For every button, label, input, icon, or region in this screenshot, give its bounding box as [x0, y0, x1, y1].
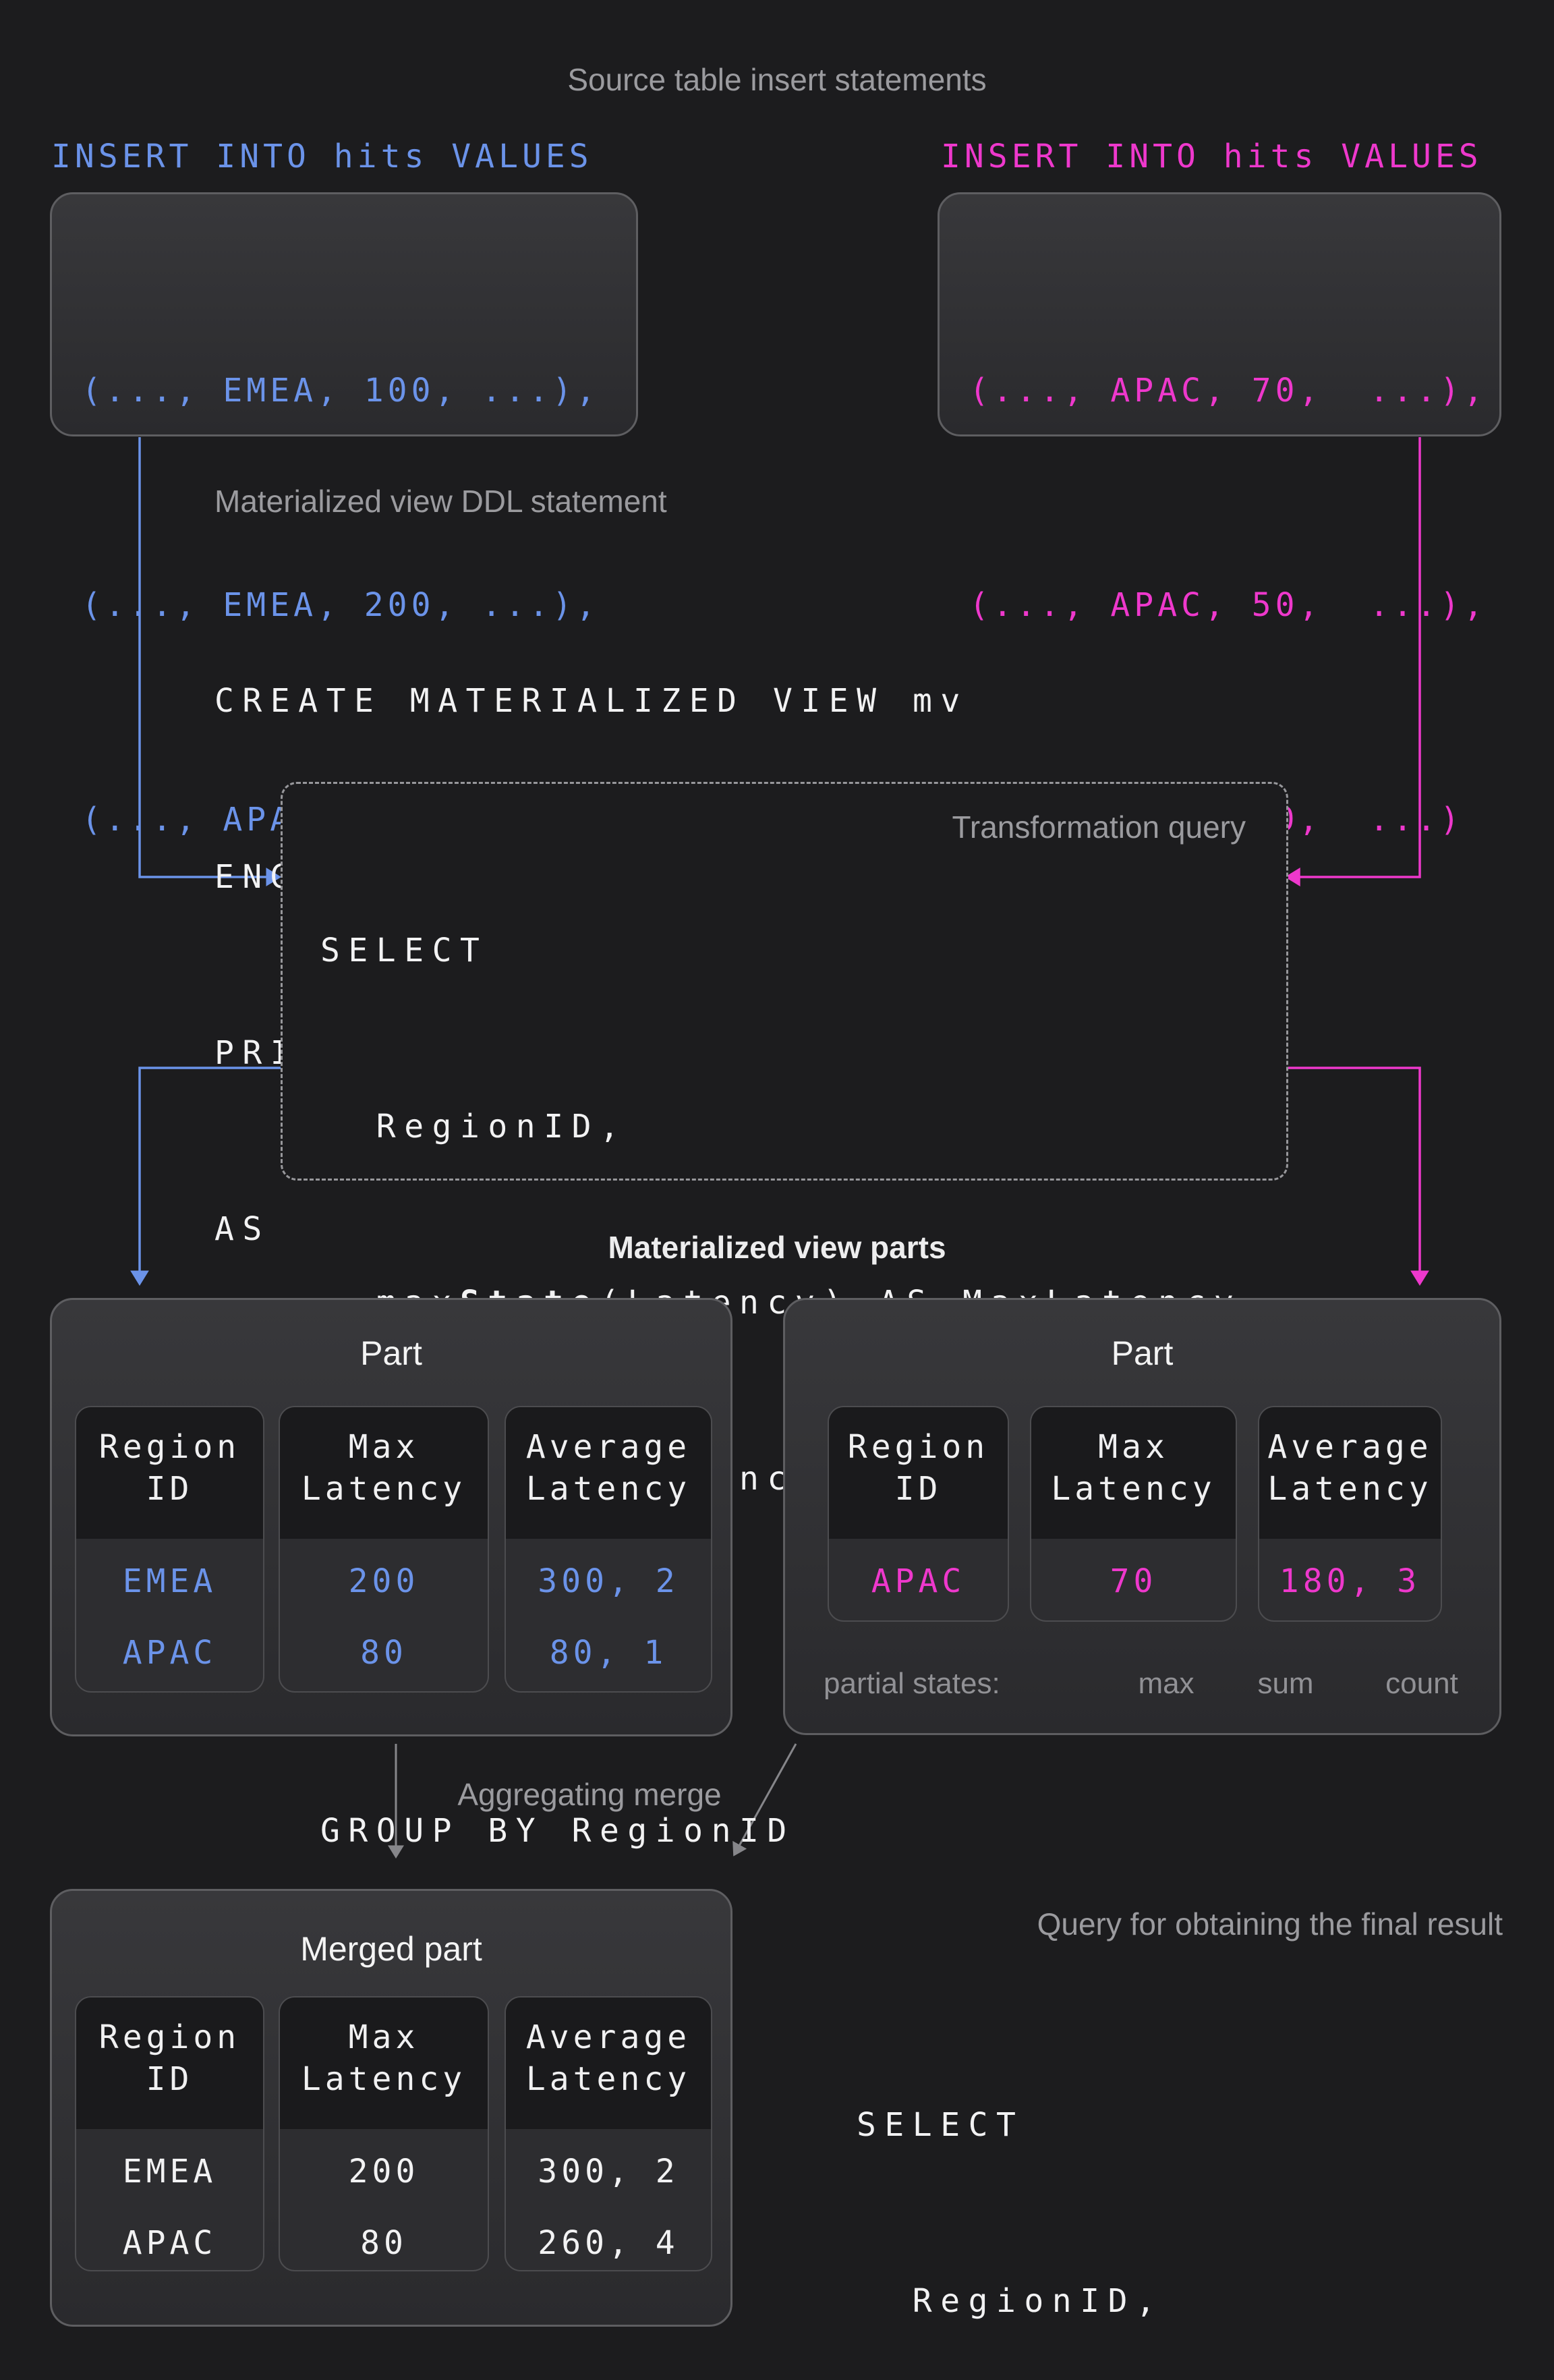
cell-value: 180, 3 [1279, 1562, 1421, 1600]
aggregating-merge-label: Aggregating merge [457, 1777, 722, 1812]
materialized-view-parts-title: Materialized view parts [608, 1230, 946, 1265]
cell-value: APAC [122, 1634, 217, 1672]
cell-value: 260, 4 [538, 2224, 679, 2262]
code-line: SELECT [857, 2106, 1025, 2144]
transformation-query-box: Transformation query SELECT RegionID, ma… [281, 782, 1288, 1850]
arrow-query-to-right-part [1284, 1067, 1429, 1286]
column-header: Region ID [829, 1407, 1008, 1539]
column-header: Max Latency [280, 1998, 488, 2129]
merged-part-box: Merged part Region ID EMEA APAC Max Latenc… [50, 1889, 732, 2327]
insert-right-row: (..., APAC, 50, ...), [969, 586, 1487, 624]
insert-right-box: (..., APAC, 70, ...), (..., APAC, 50, ..… [938, 192, 1501, 839]
part-right-column-avg: Average Latency 180, 3 [1258, 1406, 1442, 1622]
cell-value: 80, 1 [549, 1634, 668, 1672]
arrow-right-insert-to-query [1285, 437, 1421, 886]
cell-value: APAC [871, 1562, 966, 1600]
part-left-column-avg: Average Latency 300, 2 80, 1 [505, 1406, 712, 1693]
cell-value: 200 [348, 2153, 420, 2190]
arrow-right-part-to-merged [732, 1743, 797, 1857]
code-line: GROUP BY RegionID [320, 1812, 795, 1850]
code-line: CREATE MATERIALIZED VIEW mv [214, 682, 969, 720]
partial-state-sum: sum [1257, 1667, 1314, 1700]
partial-state-max: max [1138, 1667, 1195, 1700]
insert-left-row: (..., EMEA, 100, ...), [82, 372, 600, 409]
merged-column-avg: Average Latency 300, 2 260, 4 [505, 1996, 712, 2271]
insert-left-box: (..., EMEA, 100, ...), (..., EMEA, 200, … [50, 192, 638, 839]
cell-value: 80 [360, 1634, 407, 1672]
part-left-title: Part [360, 1334, 422, 1372]
merged-part-title: Merged part [300, 1930, 482, 1968]
cell-value: 70 [1110, 1562, 1157, 1600]
part-right-box: Part Region ID APAC Max Latency 70 Average… [783, 1298, 1501, 1735]
insert-right-row: (..., APAC, 70, ...), [969, 372, 1487, 409]
arrow-query-to-left-part [130, 1067, 281, 1286]
cell-value: EMEA [122, 2153, 217, 2190]
code-line: AS [214, 1210, 270, 1248]
cell-value: EMEA [122, 1562, 217, 1600]
part-left-column-max: Max Latency 200 80 [279, 1406, 489, 1693]
column-header: Average Latency [506, 1407, 711, 1539]
part-left-column-region: Region ID EMEA APAC [75, 1406, 264, 1693]
source-inserts-title: Source table insert statements [567, 62, 987, 97]
column-header: Region ID [76, 1407, 263, 1539]
partial-state-count: count [1385, 1667, 1458, 1700]
column-header: Max Latency [280, 1407, 488, 1539]
cell-value: APAC [122, 2224, 217, 2262]
code-line: SELECT [320, 932, 488, 969]
code-line: RegionID, [857, 2282, 1164, 2320]
insert-left-title: INSERT INTO hits VALUES [51, 138, 593, 175]
cell-value: 300, 2 [538, 1562, 679, 1600]
transformation-query-label: Transformation query [952, 810, 1246, 845]
final-query-title: Query for obtaining the final result [1037, 1906, 1503, 1942]
cell-value: 80 [360, 2224, 407, 2262]
column-header: Max Latency [1031, 1407, 1236, 1539]
part-right-column-region: Region ID APAC [828, 1406, 1009, 1622]
cell-value: 300, 2 [538, 2153, 679, 2190]
merged-column-max: Max Latency 200 80 [279, 1996, 489, 2271]
insert-left-row: (..., EMEA, 200, ...), [82, 586, 600, 624]
column-header: Average Latency [1259, 1407, 1441, 1539]
column-header: Average Latency [506, 1998, 711, 2129]
partial-states-label: partial states: [824, 1667, 1000, 1700]
code-line: RegionID, [320, 1108, 628, 1145]
ddl-title: Materialized view DDL statement [214, 484, 667, 519]
part-right-title: Part [1111, 1334, 1174, 1372]
part-left-box: Part Region ID EMEA APAC Max Latency 200 8… [50, 1298, 732, 1736]
insert-right-title: INSERT INTO hits VALUES [941, 138, 1483, 175]
column-header: Region ID [76, 1998, 263, 2129]
merged-column-region: Region ID EMEA APAC [75, 1996, 264, 2271]
cell-value: 200 [348, 1562, 420, 1600]
arrow-left-insert-to-query [138, 437, 281, 886]
part-right-column-max: Max Latency 70 [1030, 1406, 1237, 1622]
